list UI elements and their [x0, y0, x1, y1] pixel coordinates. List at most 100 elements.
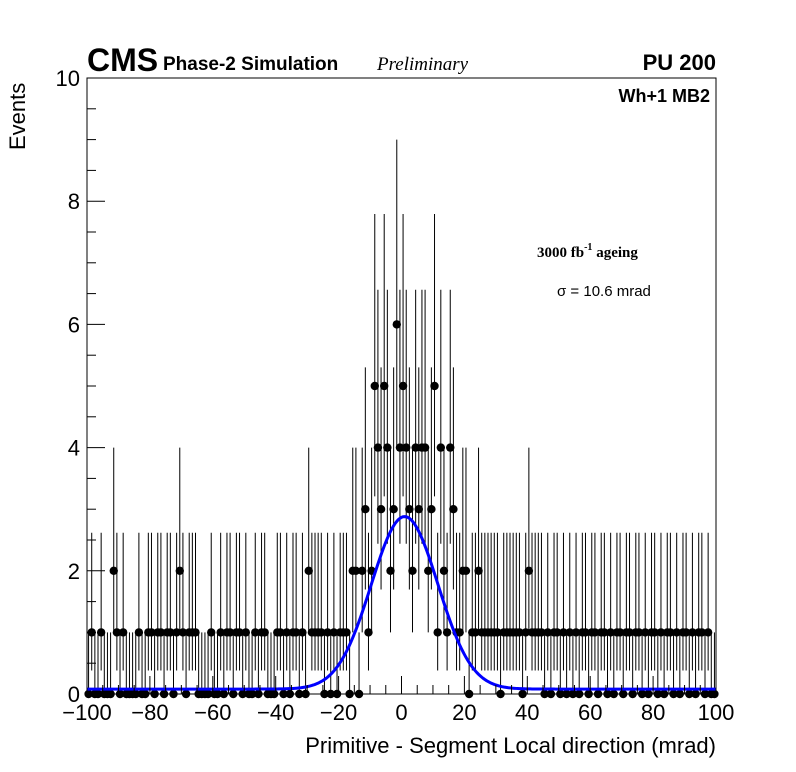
data-point	[430, 381, 439, 391]
data-point	[672, 628, 681, 637]
x-tick-label: 80	[641, 700, 665, 725]
data-point	[688, 628, 697, 637]
data-point	[329, 628, 339, 637]
sigma-annotation: σ = 10.6 mrad	[557, 283, 651, 300]
data-point	[524, 566, 534, 575]
lumi-value: 3000 fb	[537, 245, 584, 261]
data-point	[96, 628, 106, 637]
data-point	[361, 505, 370, 514]
data-point	[402, 443, 411, 452]
x-tick-label: 60	[578, 700, 602, 725]
x-axis-ticks	[86, 676, 717, 694]
data-point	[521, 628, 530, 637]
x-tick-label: 20	[452, 700, 476, 725]
data-point	[376, 505, 386, 514]
cms-logo-text: CMS	[87, 42, 158, 78]
data-point	[216, 628, 225, 637]
data-point	[291, 628, 301, 637]
data-point	[424, 566, 433, 575]
y-tick-label: 8	[68, 189, 80, 214]
data-point	[471, 628, 480, 637]
data-point	[455, 628, 464, 637]
y-tick-label: 4	[68, 436, 80, 461]
x-tick-label: −60	[194, 700, 231, 725]
data-point	[357, 566, 367, 575]
data-point	[175, 566, 184, 575]
data-point	[398, 381, 408, 391]
data-point	[559, 628, 568, 637]
y-axis-tick-labels: 0 2 4 6 8 10	[56, 66, 80, 707]
data-point	[442, 628, 452, 637]
data-point	[552, 628, 562, 637]
data-point	[317, 628, 326, 637]
y-tick-label: 2	[68, 559, 80, 584]
data-point	[276, 628, 285, 637]
data-point	[600, 628, 609, 637]
data-point	[543, 628, 552, 637]
data-point	[147, 628, 156, 637]
data-point	[282, 628, 291, 637]
x-axis-label: Primitive - Segment Local direction (mra…	[305, 733, 716, 758]
x-tick-label: 40	[515, 700, 539, 725]
data-point	[166, 628, 175, 637]
data-point	[342, 628, 351, 637]
y-tick-label: 10	[56, 66, 80, 91]
data-point	[427, 505, 436, 514]
lumi-ageing-annotation: 3000 fb-1 ageing	[537, 242, 638, 261]
data-point	[112, 628, 122, 637]
preliminary-label: Preliminary	[376, 54, 469, 75]
lumi-unit-exponent: -1	[584, 242, 592, 253]
data-point	[323, 628, 332, 637]
data-point	[109, 566, 118, 575]
data-point	[405, 505, 414, 514]
x-tick-label: −100	[62, 700, 112, 725]
data-point	[697, 628, 707, 637]
station-label: Wh+1 MB2	[618, 86, 710, 106]
ageing-label: ageing	[596, 245, 638, 261]
data-point	[172, 628, 181, 637]
x-tick-label: −40	[257, 700, 294, 725]
data-point	[156, 628, 166, 637]
simulation-label: Phase-2 Simulation	[163, 54, 338, 75]
data-point	[235, 628, 244, 637]
data-point	[298, 628, 307, 637]
data-point	[386, 566, 395, 575]
data-point	[615, 628, 625, 637]
data-point	[606, 628, 615, 637]
data-point	[590, 628, 600, 637]
data-point	[380, 381, 389, 391]
x-tick-label: −20	[320, 700, 357, 725]
data-point	[134, 628, 144, 637]
data-point	[565, 628, 574, 637]
data-point	[260, 628, 269, 637]
data-point	[461, 566, 471, 575]
x-tick-label: 100	[698, 700, 735, 725]
error-bars	[87, 139, 716, 695]
data-point	[370, 381, 379, 391]
data-point	[392, 320, 401, 329]
data-point	[364, 628, 373, 637]
data-point	[241, 628, 251, 637]
x-tick-label: 0	[395, 700, 407, 725]
data-point	[436, 443, 446, 452]
data-point	[373, 443, 383, 452]
pileup-label: PU 200	[643, 50, 716, 75]
data-point	[446, 443, 455, 452]
data-point	[439, 566, 449, 575]
data-point	[493, 628, 502, 637]
data-point	[515, 628, 524, 637]
data-point	[395, 443, 405, 452]
data-point	[118, 628, 128, 637]
data-point	[251, 628, 260, 637]
data-point	[581, 628, 590, 637]
data-point	[537, 628, 546, 637]
data-point	[383, 443, 392, 452]
data-point	[634, 628, 644, 637]
data-point	[641, 628, 650, 637]
data-point	[351, 566, 361, 575]
data-point	[681, 628, 691, 637]
data-point	[408, 566, 417, 575]
data-point	[304, 566, 313, 575]
data-point	[449, 505, 458, 514]
